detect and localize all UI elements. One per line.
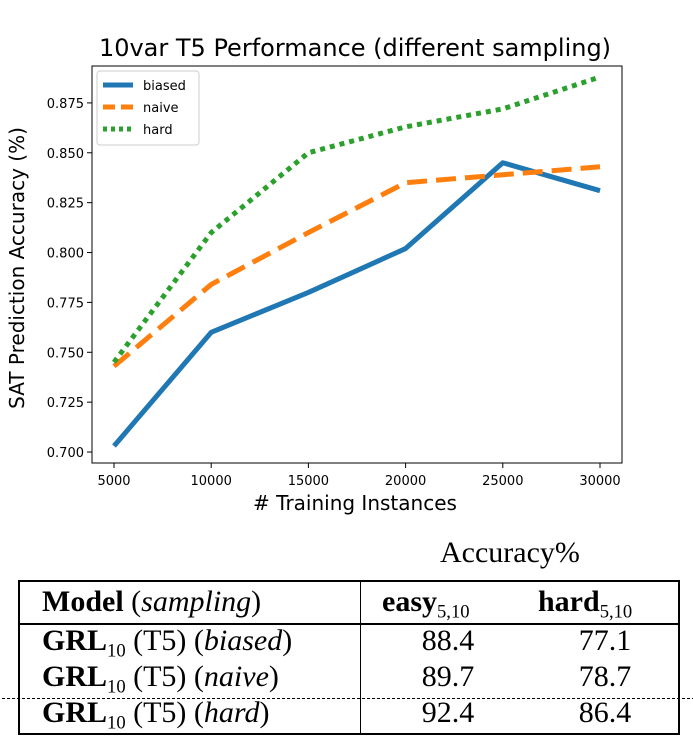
x-tick-label: 15000 (288, 474, 329, 489)
x-tick-label: 30000 (579, 474, 620, 489)
row-model-hard: GRL10 (T5) (hard) (42, 696, 270, 734)
header-easy: easy5,10 (382, 585, 470, 623)
series-lines (111, 74, 601, 448)
y-tick-label: 0.875 (47, 97, 84, 112)
y-tick-label: 0.725 (47, 396, 84, 411)
dashed-separator (2, 698, 693, 699)
row-easy-hard: 92.4 (421, 696, 475, 729)
chart-legend: biased naive hard (96, 70, 200, 146)
y-axis-label: SAT Prediction Accuracy (%) (5, 127, 29, 409)
legend-label-hard: hard (143, 123, 173, 138)
legend-label-naive: naive (143, 101, 179, 116)
row-easy-naive: 89.7 (421, 660, 475, 693)
x-tick-label: 25000 (482, 474, 523, 489)
series-line-biased (112, 160, 601, 448)
y-tick-label: 0.775 (47, 296, 84, 311)
header-rule (20, 623, 678, 625)
header-hard: hard5,10 (538, 585, 633, 623)
x-tick-label: 5000 (97, 474, 130, 489)
series-line-naive (112, 164, 601, 369)
y-tick-label: 0.750 (47, 346, 84, 361)
y-tick-label: 0.825 (47, 197, 84, 212)
series-line-hard (111, 74, 601, 364)
x-axis-label: # Training Instances (253, 491, 457, 515)
row-easy-biased: 88.4 (421, 624, 475, 657)
results-table: Model (sampling) easy5,10 hard5,10 GRL10… (2, 580, 693, 735)
y-tick-label: 0.850 (47, 147, 84, 162)
chart-title: 10var T5 Performance (different sampling… (99, 34, 611, 62)
accuracy-group-header: Accuracy% (440, 536, 580, 569)
row-model-biased: GRL10 (T5) (biased) (42, 624, 293, 662)
line-chart: 10var T5 Performance (different sampling… (5, 34, 623, 515)
row-model-naive: GRL10 (T5) (naive) (42, 660, 279, 698)
row-hard-naive: 78.7 (578, 660, 632, 693)
y-tick-label: 0.700 (47, 446, 84, 461)
axis-ticks: 5000 10000 15000 20000 25000 30000 0.700 0.725 0… (47, 97, 621, 489)
x-tick-label: 20000 (385, 474, 426, 489)
column-divider (360, 582, 361, 733)
header-model: Model (sampling) (42, 585, 262, 618)
row-hard-hard: 86.4 (578, 696, 632, 729)
legend-label-biased: biased (143, 79, 186, 94)
row-hard-biased: 77.1 (578, 624, 632, 657)
y-tick-label: 0.800 (47, 247, 84, 262)
x-tick-label: 10000 (191, 474, 232, 489)
